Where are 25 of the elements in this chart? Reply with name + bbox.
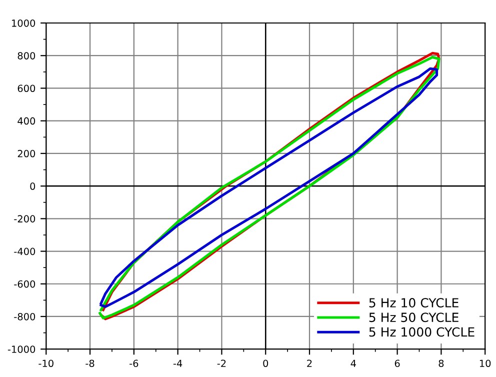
x-tick-label: 2 <box>307 360 312 367</box>
x-tick-label: 0 <box>263 360 268 368</box>
x-tick-label: -6 <box>130 360 138 368</box>
x-tick-label: 10 <box>480 360 491 368</box>
legend-label: 5 Hz 10 CYCLE <box>369 298 458 308</box>
y-tick-label: -400 <box>14 248 36 256</box>
y-tick-label: 400 <box>18 117 36 125</box>
y-tick-label: -1000 <box>8 346 36 353</box>
x-tick-label: 8 <box>438 360 444 368</box>
legend-label: 5 Hz 50 CYCLE <box>369 312 458 322</box>
y-tick-label: -800 <box>14 312 36 320</box>
y-tick-label: 600 <box>18 84 36 92</box>
x-tick-label: -2 <box>217 360 226 367</box>
y-tick-label: 200 <box>18 150 36 158</box>
x-tick-label: -8 <box>86 360 94 368</box>
legend-label: 5 Hz 1000 CYCLE <box>369 327 474 337</box>
y-tick-label: -200 <box>14 215 36 222</box>
x-tick-label: -10 <box>38 360 54 368</box>
y-tick-label: 800 <box>18 52 36 60</box>
y-tick-label: 0 <box>30 182 36 190</box>
x-tick-label: -4 <box>173 360 182 367</box>
y-tick-label: -600 <box>14 280 36 288</box>
x-tick-label: 4 <box>350 360 356 367</box>
x-tick-label: 6 <box>394 360 400 368</box>
y-tick-label: 1000 <box>12 19 36 27</box>
